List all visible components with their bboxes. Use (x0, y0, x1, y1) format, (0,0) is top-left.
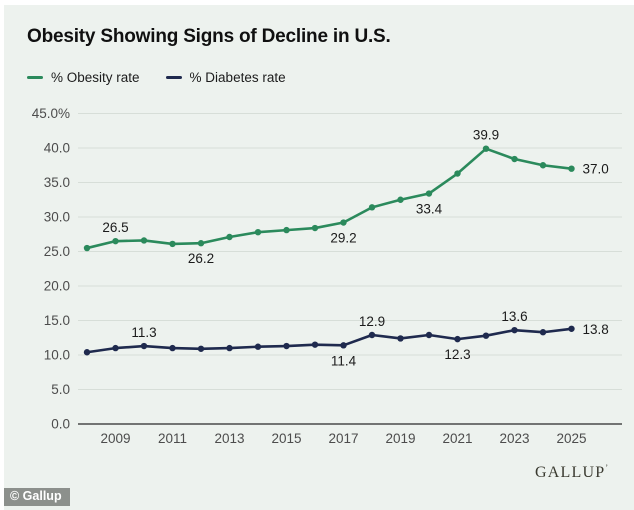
svg-text:12.9: 12.9 (359, 314, 385, 329)
svg-text:20.0: 20.0 (44, 279, 70, 294)
svg-text:5.0: 5.0 (51, 382, 70, 397)
legend: % Obesity rate % Diabetes rate (27, 70, 286, 85)
svg-text:2021: 2021 (442, 431, 472, 446)
svg-text:2019: 2019 (385, 431, 415, 446)
legend-item-obesity: % Obesity rate (27, 70, 140, 85)
svg-text:39.9: 39.9 (473, 128, 499, 143)
data-labels: 26.5 26.2 29.2 33.4 39.9 37.0 (102, 128, 608, 267)
svg-text:12.3: 12.3 (444, 347, 470, 362)
svg-text:0.0: 0.0 (51, 417, 70, 432)
svg-text:13.8: 13.8 (583, 322, 609, 337)
svg-text:11.3: 11.3 (131, 325, 156, 340)
data-labels: 11.3 11.4 12.9 12.3 13.6 13.8 (131, 309, 608, 368)
svg-text:40.0: 40.0 (44, 141, 70, 156)
trademark-icon: ’ (605, 463, 608, 472)
svg-text:2025: 2025 (556, 431, 586, 446)
svg-text:33.4: 33.4 (416, 202, 443, 217)
svg-text:2011: 2011 (158, 431, 187, 446)
svg-text:45.0%: 45.0% (32, 106, 70, 121)
svg-text:30.0: 30.0 (44, 210, 70, 225)
legend-label-obesity: % Obesity rate (51, 70, 140, 85)
svg-text:25.0: 25.0 (44, 244, 70, 259)
svg-text:26.5: 26.5 (102, 220, 128, 235)
svg-text:37.0: 37.0 (583, 162, 609, 177)
svg-text:2023: 2023 (499, 431, 529, 446)
gallup-wordmark: GALLUP’ (535, 463, 608, 481)
svg-text:2013: 2013 (214, 431, 244, 446)
svg-text:2009: 2009 (100, 431, 130, 446)
gridlines (78, 113, 622, 425)
obesity-series: 26.5 26.2 29.2 33.4 39.9 37.0 (83, 128, 609, 267)
diabetes-series: 11.3 11.4 12.9 12.3 13.6 13.8 (83, 309, 609, 368)
chart-title: Obesity Showing Signs of Decline in U.S. (27, 26, 391, 47)
svg-text:15.0: 15.0 (44, 313, 70, 328)
x-axis-labels: 2009 2011 2013 2015 2017 2019 2021 2023 2025 (100, 431, 586, 446)
diabetes-line-swatch-icon (165, 76, 182, 79)
svg-text:2017: 2017 (328, 431, 358, 446)
copyright-watermark: © Gallup (4, 488, 70, 506)
legend-item-diabetes: % Diabetes rate (165, 70, 286, 85)
chart-background (4, 5, 634, 510)
svg-text:11.4: 11.4 (331, 353, 357, 368)
svg-text:26.2: 26.2 (188, 251, 214, 266)
svg-text:13.6: 13.6 (501, 309, 527, 324)
obesity-line-swatch-icon (27, 76, 43, 79)
svg-text:2015: 2015 (271, 431, 301, 446)
svg-text:35.0: 35.0 (44, 175, 70, 190)
y-axis-labels: 0.0 5.0 10.0 15.0 20.0 25.0 30.0 35.0 40.0 45.0% (32, 106, 70, 432)
legend-label-diabetes: % Diabetes rate (189, 70, 286, 85)
svg-text:10.0: 10.0 (44, 348, 70, 363)
svg-text:29.2: 29.2 (330, 231, 356, 246)
